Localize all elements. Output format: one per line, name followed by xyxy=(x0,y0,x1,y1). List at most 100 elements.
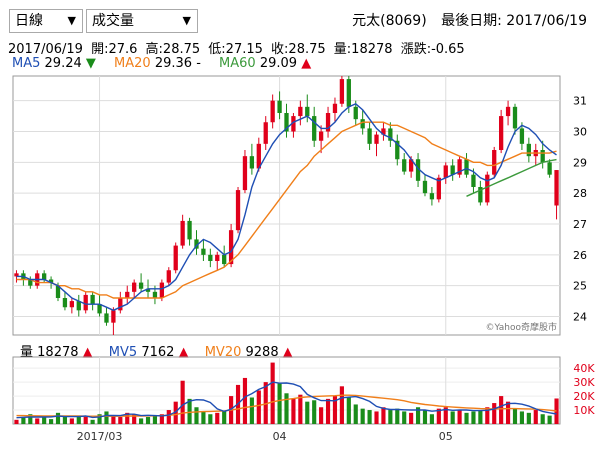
volume-bar xyxy=(291,398,296,424)
candle-body xyxy=(263,122,268,144)
volume-bar xyxy=(519,411,524,424)
candle-body xyxy=(339,79,345,104)
volume-bar xyxy=(471,411,476,424)
volume-bar xyxy=(208,414,213,424)
candle-body xyxy=(457,159,462,175)
mv5-label: MV5 xyxy=(108,345,138,360)
candle-body xyxy=(512,106,518,129)
candle-body xyxy=(360,119,365,129)
yahoo-watermark: ©Yahoo奇摩股市 xyxy=(486,321,558,333)
candle-body xyxy=(138,282,144,289)
candle-body xyxy=(152,291,158,298)
candle-body xyxy=(485,174,490,203)
ohlc-high: 高:28.75 xyxy=(145,42,201,57)
candle-body xyxy=(235,190,241,231)
price-tick-label: 30 xyxy=(573,126,587,139)
candle-body xyxy=(478,187,483,203)
volume-bar xyxy=(492,403,497,424)
candle-body xyxy=(443,165,448,178)
candle-body xyxy=(159,282,165,298)
candle-body xyxy=(395,140,400,160)
volume-bar xyxy=(35,418,40,424)
candle-body xyxy=(298,106,303,117)
ma5-trend-icon: ▼ xyxy=(85,56,96,71)
candle-body xyxy=(284,113,289,132)
last-date: 最後日期: 2017/06/19 xyxy=(441,13,587,29)
volume-bar xyxy=(485,407,490,424)
ohlc-close: 收:28.75 xyxy=(271,42,326,57)
candle-body xyxy=(408,159,414,172)
candle-body xyxy=(270,100,275,123)
candle-body xyxy=(505,106,511,117)
volume-bar xyxy=(319,407,324,424)
candle-body xyxy=(90,294,95,305)
ma20-trend-icon: - xyxy=(196,56,201,71)
candle-body xyxy=(55,285,61,298)
candle-body xyxy=(97,304,102,314)
volume-bar xyxy=(256,390,261,424)
x-tick-label: 05 xyxy=(439,430,453,443)
candle-body xyxy=(367,128,372,144)
volume-bar xyxy=(346,397,351,424)
volume-bar xyxy=(55,412,61,424)
volume-bar xyxy=(305,401,310,424)
volume-bar xyxy=(83,416,88,424)
price-tick-label: 31 xyxy=(573,95,587,108)
mv5-legend: MV5 7162 ▲ xyxy=(109,345,193,360)
volume-bar xyxy=(332,396,338,424)
volume-bar xyxy=(125,412,130,424)
candle-body xyxy=(422,180,428,194)
ma60-line xyxy=(466,158,557,197)
volume-tick-label: 20K xyxy=(573,390,595,403)
price-plot-frame xyxy=(12,75,561,336)
volume-bar xyxy=(132,414,137,424)
candle-body xyxy=(62,298,68,308)
volume-bar xyxy=(97,414,102,424)
candle-body xyxy=(76,301,81,311)
candle-body xyxy=(519,128,525,144)
ohlc-volume: 量:18278 xyxy=(333,42,393,57)
candle-body xyxy=(450,165,455,175)
candle-body xyxy=(346,79,351,107)
candle-body xyxy=(145,288,151,292)
price-tick-label: 28 xyxy=(573,187,587,200)
candle-body xyxy=(318,131,324,141)
candle-body xyxy=(125,291,130,298)
vol-label: 量 xyxy=(20,345,34,360)
volume-bar xyxy=(152,415,158,424)
candle-body xyxy=(325,113,331,132)
candle-body xyxy=(498,116,504,150)
volume-bar xyxy=(478,410,483,424)
candle-body xyxy=(69,301,75,308)
ma20-label: MA20 xyxy=(114,56,151,71)
volume-bar xyxy=(395,408,400,424)
candle-body xyxy=(104,313,109,323)
ohlc-readout: 2017/06/19 開:27.6 高:28.75 低:27.15 收:28.7… xyxy=(8,38,469,57)
ma20-line xyxy=(16,121,557,299)
candle-body xyxy=(208,254,213,261)
volume-bar xyxy=(339,386,344,424)
candle-body xyxy=(402,159,407,172)
ohlc-change: 漲跌:-0.65 xyxy=(400,42,465,57)
candle-body xyxy=(14,273,19,277)
indicator-select-value: 成交量 xyxy=(92,13,134,29)
volume-bar xyxy=(360,408,365,424)
indicator-select[interactable]: 成交量 ▼ xyxy=(86,9,198,33)
mv5-trend-icon: ▲ xyxy=(178,345,189,360)
candle-body xyxy=(180,220,185,246)
dropdown-arrow-icon: ▼ xyxy=(182,14,191,27)
volume-bar xyxy=(415,407,421,424)
volume-bar xyxy=(277,383,282,424)
volume-tick-label: 40K xyxy=(573,362,595,375)
volume-bar xyxy=(381,407,386,424)
period-select[interactable]: 日線 ▼ xyxy=(9,9,83,33)
volume-bar xyxy=(215,412,220,424)
candle-body xyxy=(111,310,116,323)
volume-bar xyxy=(90,419,95,424)
volume-bar xyxy=(533,410,538,424)
candle-body xyxy=(388,128,393,141)
candle-body xyxy=(381,128,386,135)
candle-body xyxy=(332,103,338,113)
ma-legend: MA5 29.24 ▼ MA20 29.36 - MA60 29.09 ▲ xyxy=(12,56,325,71)
stock-name: 元太(8069) xyxy=(352,13,427,29)
